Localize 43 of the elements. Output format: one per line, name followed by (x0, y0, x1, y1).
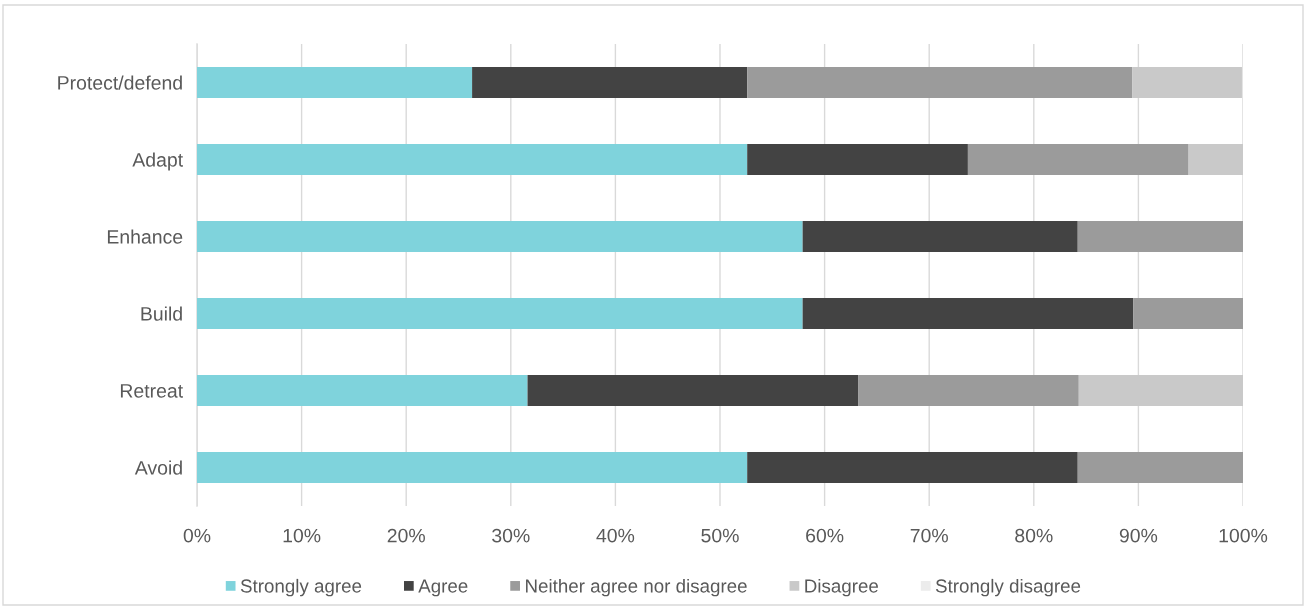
x-tick-label: 90% (1119, 528, 1158, 543)
bar (1078, 375, 1243, 406)
y-tick-label: Enhance (107, 229, 183, 244)
bar (858, 375, 1079, 406)
bar (1132, 67, 1242, 98)
bar (747, 67, 1133, 98)
bar (1133, 298, 1243, 329)
bar (967, 144, 1189, 175)
bar (197, 67, 473, 98)
y-tick-label: Avoid (134, 460, 182, 475)
bar (802, 298, 1134, 329)
bar (197, 221, 803, 252)
x-tick-label: 50% (701, 528, 739, 543)
y-tick-label: Adapt (132, 152, 183, 171)
y-tick-label: Protect/defend (58, 75, 182, 90)
bar (472, 67, 748, 98)
x-tick-label: 60% (806, 528, 844, 543)
x-tick-label: 40% (596, 528, 635, 543)
bar (1077, 221, 1243, 252)
bar (197, 298, 803, 329)
x-tick-label: 20% (387, 528, 425, 543)
legend-label: Neither agree nor disagree (526, 578, 747, 597)
x-tick-label: 0% (183, 528, 211, 543)
y-tick-label: Retreat (120, 384, 183, 398)
bar (197, 375, 528, 406)
bar (1188, 144, 1243, 175)
y-tick-label: Build (141, 306, 182, 321)
x-tick-label: 10% (283, 528, 321, 543)
bar (1077, 452, 1243, 483)
legend-label: Strongly disagree (935, 578, 1081, 597)
legend-label: Disagree (805, 578, 878, 597)
bar (197, 452, 748, 483)
x-tick-label: 30% (492, 528, 530, 543)
bar (197, 144, 748, 175)
bar (802, 221, 1078, 252)
x-tick-label: 70% (910, 528, 948, 543)
x-tick-label: 100% (1219, 528, 1268, 543)
bar (527, 375, 859, 406)
bar (747, 452, 1078, 483)
x-tick-label: 80% (1015, 528, 1053, 543)
legend-label: Strongly agree (240, 578, 362, 597)
legend-label: Agree (418, 579, 468, 597)
bar (747, 144, 968, 175)
